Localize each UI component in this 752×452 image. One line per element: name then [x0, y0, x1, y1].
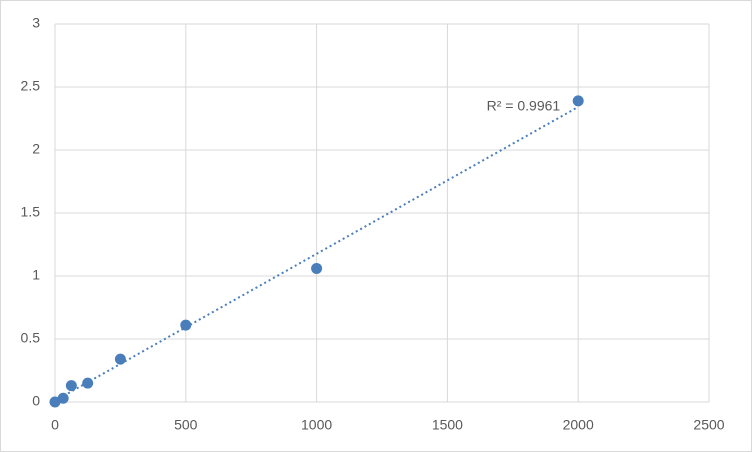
y-tick-label: 1.5 [21, 204, 41, 220]
x-tick-label: 0 [51, 417, 59, 433]
trendline [54, 106, 579, 402]
point [82, 377, 94, 389]
x-tick-label: 2500 [693, 417, 724, 433]
x-tick-label: 2000 [563, 417, 594, 433]
point [65, 380, 77, 392]
point [57, 392, 69, 404]
annotation: R² = 0.9961 [487, 98, 561, 114]
point [49, 396, 61, 408]
point [114, 353, 126, 365]
y-tick-label: 2.5 [21, 78, 41, 94]
y-tick-label: 0 [32, 393, 40, 409]
x-tick-label: 1000 [301, 417, 332, 433]
point [572, 95, 584, 107]
point [180, 319, 192, 331]
x-tick-label: 1500 [432, 417, 463, 433]
x-tick-label: 500 [174, 417, 198, 433]
y-tick-label: 1 [32, 267, 40, 283]
point [311, 262, 323, 274]
y-tick-label: 2 [32, 141, 40, 157]
y-tick-label: 3 [32, 15, 40, 31]
y-tick-label: 0.5 [21, 330, 41, 346]
